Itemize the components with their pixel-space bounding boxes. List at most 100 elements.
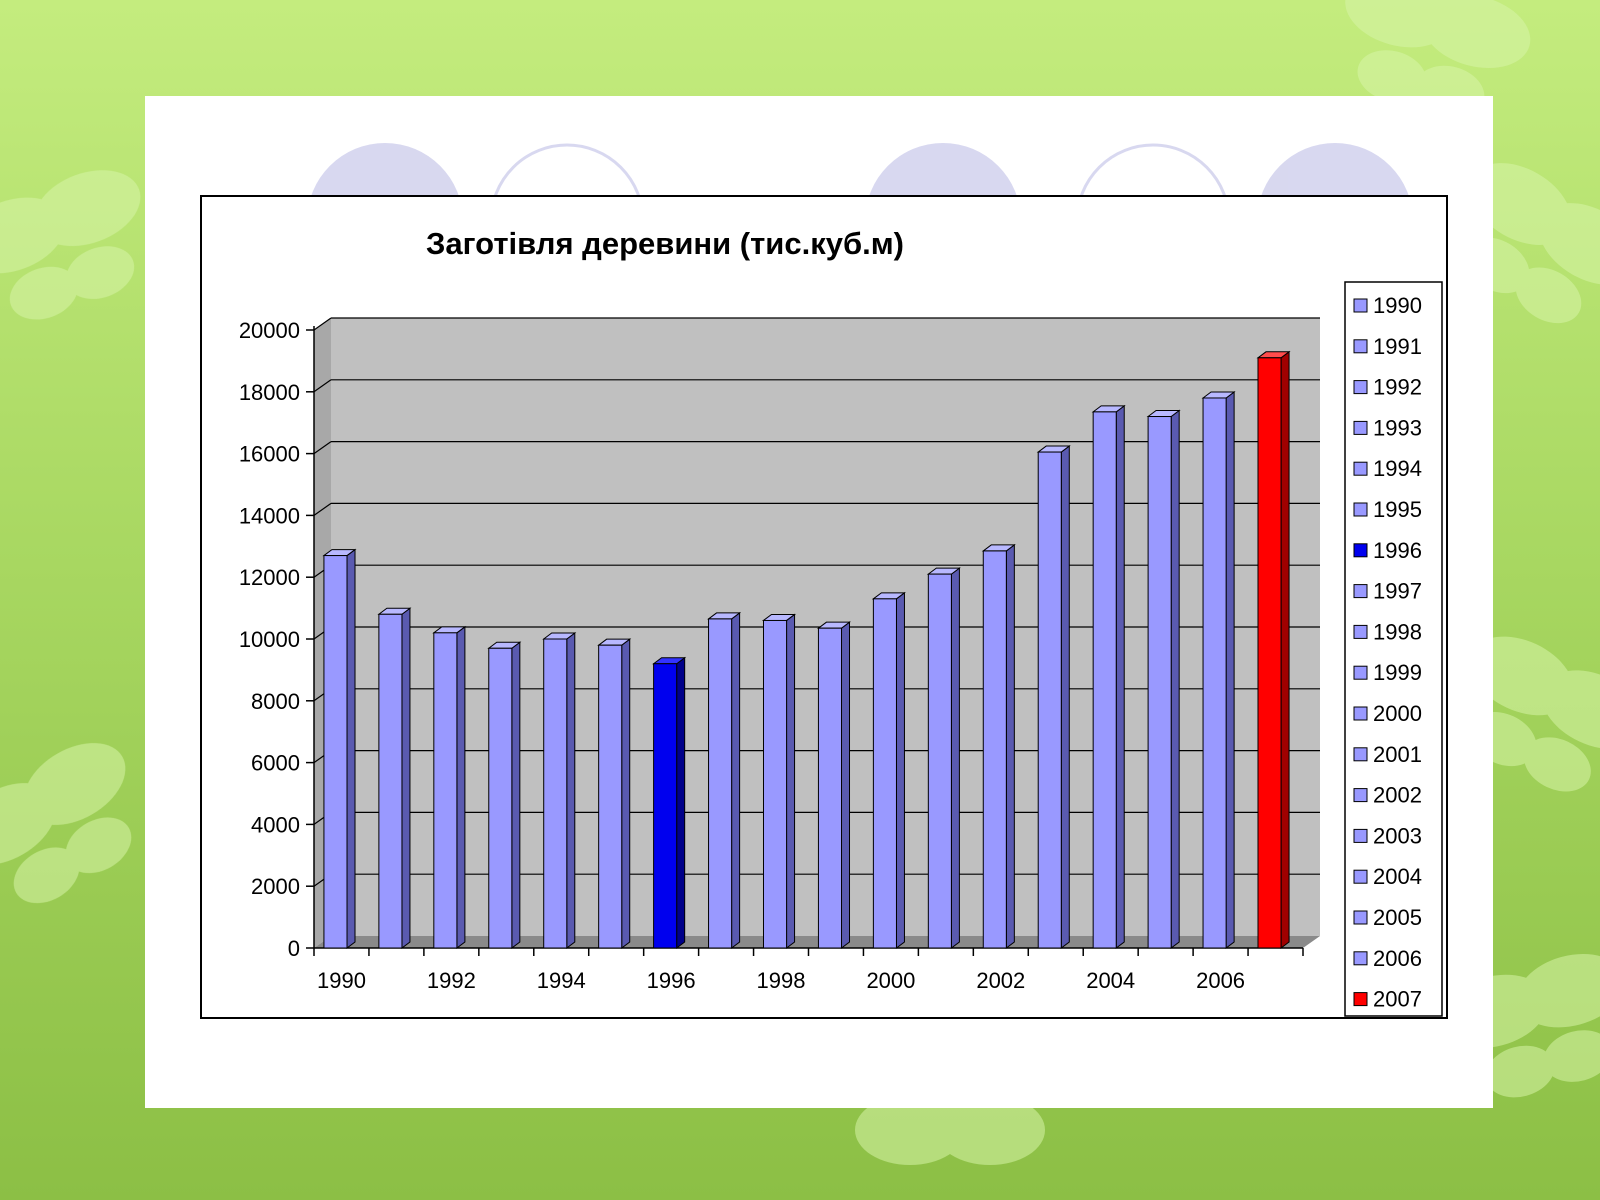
butterfly-shape: [1345, 0, 1531, 118]
y-tick-label: 0: [288, 936, 300, 961]
x-tick-labels: 1990 1992 1994 1996 1998 2000 2002 2004 2006: [317, 968, 1245, 993]
y-tick-labels: 0 2000 4000 6000 8000 10000 12000 14000 16000 180…: [239, 318, 300, 961]
legend-label: 1995: [1373, 497, 1422, 522]
bar-side: [1005, 543, 1015, 949]
y-tick-label: 8000: [251, 689, 300, 714]
legend-item: 2000: [1353, 701, 1422, 726]
legend-item: 2007: [1353, 987, 1422, 1012]
bar-front: [1037, 451, 1062, 949]
legend-swatch: [1353, 665, 1368, 680]
bar-side: [566, 632, 576, 949]
legend-swatch: [1353, 788, 1368, 803]
bar-side: [676, 656, 686, 949]
x-tick-label: 2002: [976, 968, 1025, 993]
bar-1999: [816, 621, 852, 949]
bar-side: [456, 625, 466, 949]
y-tick-label: 6000: [251, 751, 300, 776]
gridline-diagonal: [313, 441, 332, 455]
gridline-diagonal: [313, 379, 332, 393]
y-tick-label: 12000: [239, 565, 300, 590]
legend-label: 1993: [1373, 415, 1422, 440]
legend-swatch: [1353, 992, 1368, 1007]
butterfly-shape: [0, 743, 132, 904]
bar-front: [543, 638, 568, 949]
bar-front: [598, 644, 623, 949]
axes: [306, 326, 1304, 956]
bar-front: [762, 619, 788, 949]
legend-label: 1998: [1373, 619, 1422, 644]
gridline-diagonal: [313, 317, 332, 331]
bar-side: [1170, 409, 1180, 949]
bar-front: [982, 550, 1007, 949]
legend-swatch: [1353, 502, 1368, 517]
bar-front: [708, 618, 733, 949]
legend-label: 1991: [1373, 334, 1422, 359]
bar-2007: [1256, 350, 1291, 949]
legend-swatch: [1353, 624, 1368, 639]
x-tick-label: 2000: [866, 968, 915, 993]
legend-label: 1997: [1373, 579, 1422, 604]
bar-front: [323, 555, 348, 949]
legend-swatch: [1353, 380, 1368, 395]
bar-front: [1202, 397, 1227, 949]
bar-front: [488, 647, 513, 949]
bar-side: [731, 611, 741, 949]
legend-item: 1990: [1353, 293, 1422, 318]
bar-1991: [377, 607, 412, 949]
y-tick-label: 10000: [239, 627, 300, 652]
legend-item: 2004: [1353, 864, 1422, 889]
bar-side: [1280, 350, 1290, 949]
butterfly-shape: [1463, 163, 1600, 324]
legend-label: 2005: [1373, 905, 1422, 930]
legend-item: 2006: [1353, 946, 1422, 971]
butterfly-shape: [0, 170, 141, 320]
bar-front: [817, 627, 843, 949]
bar-side: [950, 567, 960, 949]
bar-2003: [1036, 445, 1071, 949]
legend-swatch: [1353, 420, 1368, 435]
y-tick-label: 18000: [239, 380, 300, 405]
legend-label: 2001: [1373, 742, 1422, 767]
bar-side: [895, 591, 905, 949]
y-tick-label: 16000: [239, 442, 300, 467]
bar-front: [927, 573, 952, 949]
bar-front: [1092, 411, 1117, 949]
legend-item: 2001: [1353, 742, 1422, 767]
bar-1994: [542, 632, 577, 949]
bar-2001: [926, 567, 961, 949]
slide-card: Заготівля деревини (тис.куб.м) 0 2000 4000…: [145, 96, 1493, 1108]
bar-1997: [707, 611, 742, 949]
bar-1993: [487, 641, 522, 949]
bar-1995: [597, 638, 632, 949]
bar-side: [1060, 445, 1070, 949]
legend: 1990 1991 1992 1993 1994 1995 1996 1997 1998 1999…: [1353, 293, 1422, 1012]
bar-1990: [322, 548, 357, 949]
legend-item: 1997: [1353, 579, 1422, 604]
y-tick-label: 14000: [239, 503, 300, 528]
legend-item: 1996: [1353, 538, 1422, 563]
legend-swatch: [1353, 543, 1368, 558]
x-tick-label: 1994: [537, 968, 586, 993]
bar-front: [1147, 416, 1172, 949]
bar-side: [346, 548, 356, 949]
legend-label: 1996: [1373, 538, 1422, 563]
y-tick-label: 4000: [251, 812, 300, 837]
legend-label: 2002: [1373, 783, 1422, 808]
x-tick-label: 1992: [427, 968, 476, 993]
legend-label: 1992: [1373, 375, 1422, 400]
legend-label: 2003: [1373, 823, 1422, 848]
legend-label: 2004: [1373, 864, 1422, 889]
bar-front: [872, 598, 897, 949]
legend-label: 1999: [1373, 660, 1422, 685]
legend-label: 2000: [1373, 701, 1422, 726]
legend-label: 2007: [1373, 987, 1422, 1012]
x-tick-label: 1998: [757, 968, 806, 993]
gridline-diagonal: [313, 502, 332, 516]
legend-label: 2006: [1373, 946, 1422, 971]
bar-side: [841, 621, 851, 949]
legend-swatch: [1353, 869, 1368, 884]
bar-2000: [871, 591, 906, 949]
bar-side: [1225, 390, 1235, 949]
butterfly-shape: [1469, 636, 1600, 792]
